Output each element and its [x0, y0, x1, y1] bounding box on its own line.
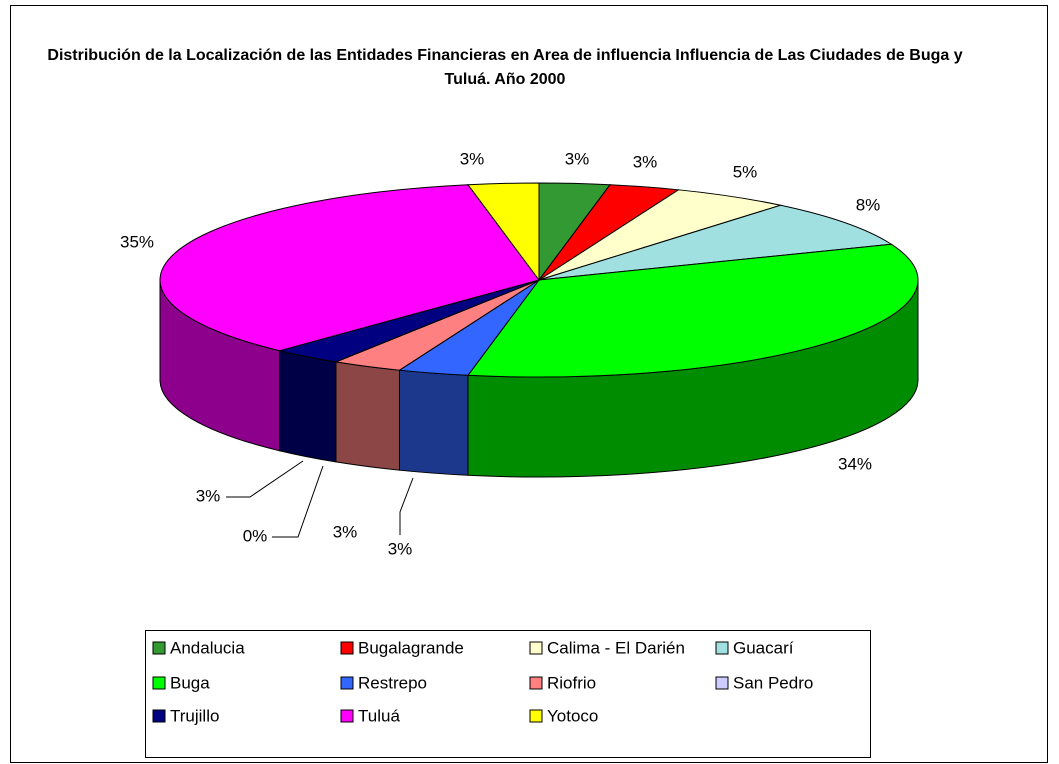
- data-label: 3%: [333, 522, 358, 541]
- legend-swatch: [152, 709, 166, 723]
- legend-label: Trujillo: [170, 706, 219, 725]
- slice: [538, 204, 893, 281]
- data-label: 3%: [196, 486, 221, 505]
- slice-side: [398, 369, 469, 476]
- leader-line: [272, 465, 324, 538]
- data-label: 34%: [838, 454, 872, 473]
- chart-title: Distribución de la Localización de las E…: [47, 47, 963, 88]
- data-label: 3%: [388, 539, 413, 558]
- data-label: 3%: [460, 149, 485, 168]
- slice: [159, 184, 540, 352]
- leader-line: [226, 460, 304, 498]
- legend-swatch: [529, 709, 543, 723]
- legend-label: San Pedro: [733, 673, 813, 692]
- legend-label: Andalucia: [170, 638, 245, 657]
- legend-swatch: [340, 641, 354, 655]
- legend-swatch: [529, 641, 543, 655]
- legend-swatch: [529, 676, 543, 690]
- data-label: 35%: [120, 232, 154, 251]
- data-label: 0%: [243, 526, 268, 545]
- legend-label: Riofrio: [547, 673, 596, 692]
- legend: Andalucia Bugalagrande Calima - El Darién G…: [152, 638, 813, 725]
- legend-label: Restrepo: [358, 673, 427, 692]
- data-label: 8%: [856, 195, 881, 214]
- legend-label: Yotoco: [547, 706, 598, 725]
- legend-swatch: [715, 641, 729, 655]
- slice-side: [279, 350, 337, 463]
- data-label: 5%: [733, 162, 758, 181]
- legend-label: Buga: [170, 673, 210, 692]
- labels: 3% 3% 5% 8% 34% 3% 3% 0% 3% 35% 3%: [120, 149, 880, 558]
- legend-swatch: [340, 709, 354, 723]
- legend-swatch: [340, 676, 354, 690]
- data-label: 3%: [565, 149, 590, 168]
- legend-label: Calima - El Darién: [547, 638, 685, 657]
- legend-label: Guacarí: [733, 638, 794, 657]
- legend-box: [145, 630, 871, 758]
- legend-label: Bugalagrande: [358, 638, 464, 657]
- legend-swatch: [715, 676, 729, 690]
- leader-line: [399, 477, 414, 535]
- legend-swatch: [152, 676, 166, 690]
- slice: [467, 243, 919, 378]
- pie: [159, 182, 919, 478]
- data-label: 3%: [633, 152, 658, 171]
- slice-side: [335, 361, 400, 471]
- legend-label: Tuluá: [358, 706, 400, 725]
- legend-swatch: [152, 641, 166, 655]
- slice: [467, 182, 540, 282]
